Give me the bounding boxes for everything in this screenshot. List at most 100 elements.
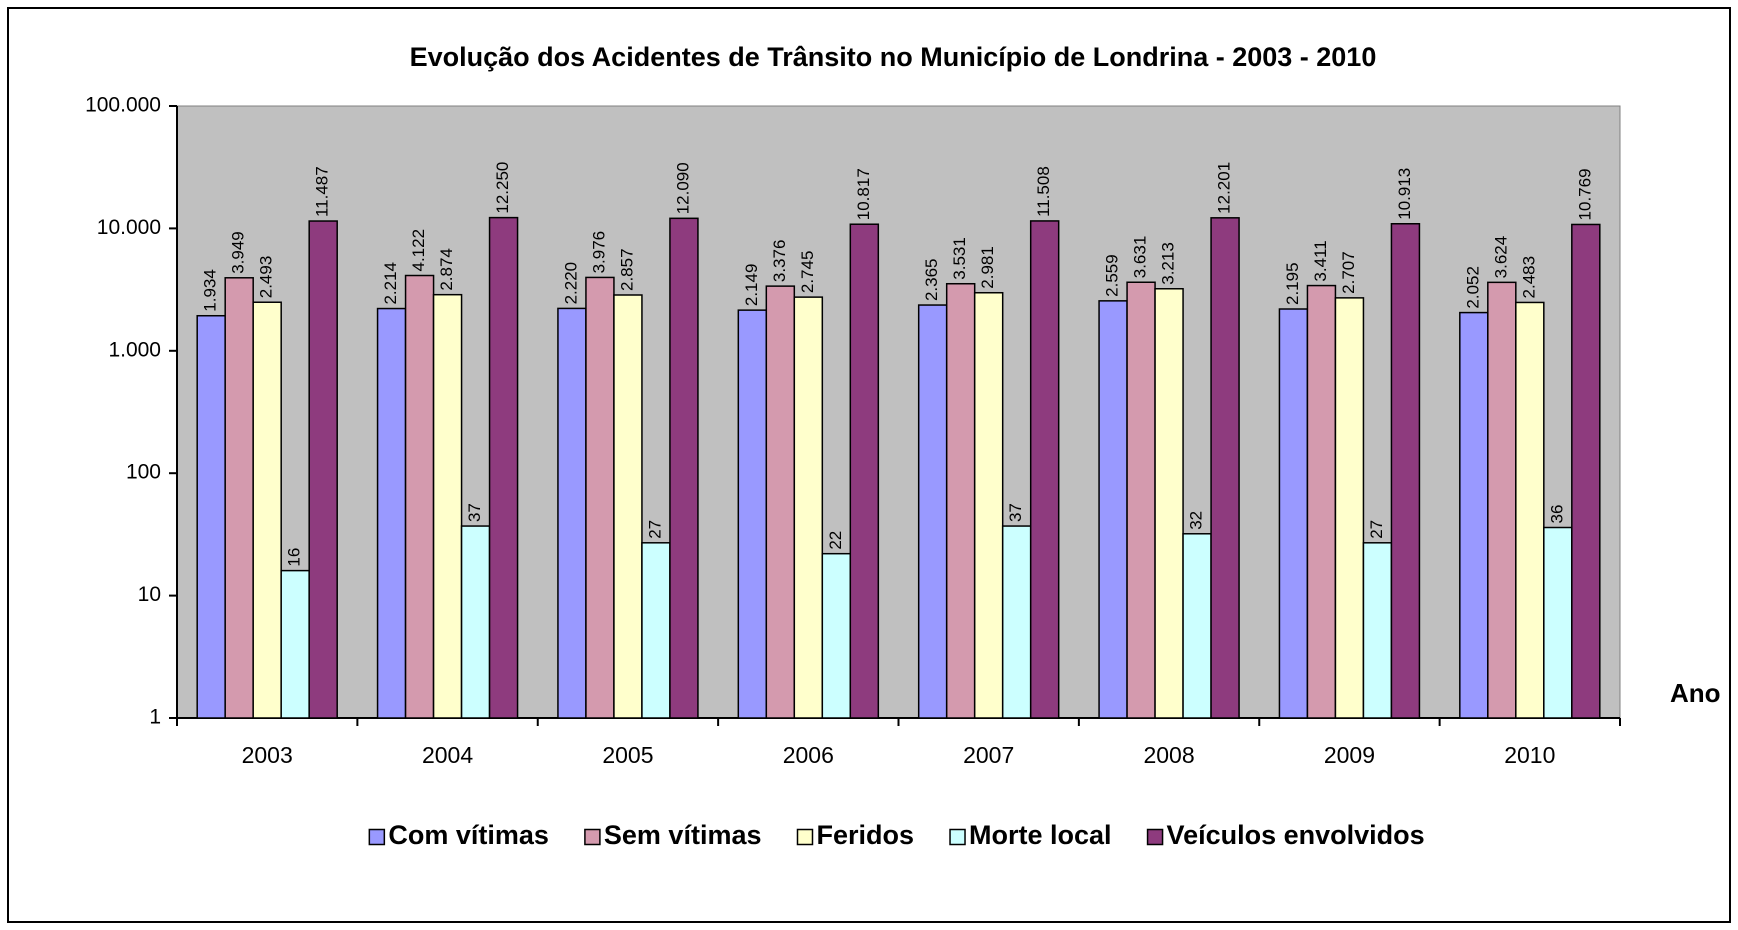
bar <box>1098 300 1128 719</box>
bar <box>669 217 699 719</box>
bar <box>821 552 852 719</box>
data-label: 2.052 <box>1463 266 1482 309</box>
bar <box>1001 525 1032 719</box>
bar <box>849 223 880 719</box>
data-label: 2.745 <box>798 251 817 294</box>
data-label: 2.857 <box>617 248 636 291</box>
data-label: 2.365 <box>922 258 941 301</box>
bar <box>488 216 519 719</box>
bar <box>1487 281 1517 719</box>
bar <box>224 277 254 719</box>
bar <box>737 309 768 719</box>
data-label: 22 <box>826 531 845 550</box>
bar <box>557 307 587 719</box>
data-label: 32 <box>1187 511 1206 530</box>
bar <box>432 293 463 719</box>
data-label: 27 <box>645 520 664 539</box>
data-label: 3.411 <box>1311 240 1330 281</box>
bar <box>945 282 976 719</box>
data-label: 2.493 <box>257 256 276 299</box>
legend-label: Sem vítimas <box>604 820 762 850</box>
bar <box>765 285 796 719</box>
data-label: 2.149 <box>742 264 761 307</box>
x-tick-label: 2004 <box>422 742 473 768</box>
bar <box>1306 284 1337 719</box>
bar <box>1182 533 1212 719</box>
data-label: 2.195 <box>1283 262 1302 305</box>
y-tick-label: 10 <box>138 583 161 606</box>
data-label: 2.483 <box>1519 256 1538 299</box>
x-tick-label: 2006 <box>783 742 834 768</box>
data-label: 12.090 <box>673 162 692 214</box>
bar <box>404 274 435 719</box>
bar <box>1029 220 1060 719</box>
data-label: 3.531 <box>950 237 969 280</box>
legend-label: Com vítimas <box>388 820 549 850</box>
y-tick-label: 100 <box>126 461 161 484</box>
data-label: 3.624 <box>1491 236 1510 279</box>
data-label: 27 <box>1367 520 1386 539</box>
data-label: 2.214 <box>381 262 400 305</box>
bar <box>252 301 282 719</box>
data-label: 36 <box>1547 505 1566 524</box>
x-axis-label: Ano <box>1670 678 1721 708</box>
x-tick-label: 2010 <box>1504 742 1555 768</box>
data-label: 3.949 <box>229 231 248 274</box>
bar <box>1126 281 1156 719</box>
legend-swatch <box>1146 828 1164 846</box>
data-label: 10.817 <box>854 168 873 220</box>
bar <box>376 307 407 719</box>
x-tick-label: 2009 <box>1324 742 1375 768</box>
data-label: 11.508 <box>1034 166 1053 217</box>
legend-label: Feridos <box>816 820 914 850</box>
bar <box>917 304 948 719</box>
y-tick-label: 1.000 <box>108 338 161 361</box>
data-label: 1.934 <box>201 269 220 312</box>
bar <box>585 276 615 719</box>
bar <box>1210 217 1240 719</box>
x-tick-label: 2007 <box>963 742 1014 768</box>
bar <box>1515 301 1545 719</box>
y-tick-label: 1 <box>149 706 161 729</box>
data-label: 12.201 <box>1215 162 1234 214</box>
bar <box>280 569 310 719</box>
legend-label: Morte local <box>969 820 1112 850</box>
bar <box>793 296 824 719</box>
x-tick-label: 2008 <box>1143 742 1194 768</box>
data-label: 2.874 <box>437 248 456 291</box>
x-tick-label: 2003 <box>242 742 293 768</box>
legend: Com vítimas Sem vítimas Feridos Morte local… <box>368 820 1425 850</box>
data-label: 3.631 <box>1131 236 1150 279</box>
data-label: 3.213 <box>1159 242 1178 285</box>
bar <box>1571 223 1601 719</box>
legend-label: Veículos envolvidos <box>1167 820 1425 850</box>
data-label: 10.769 <box>1575 168 1594 220</box>
data-label: 11.487 <box>313 166 332 217</box>
bar <box>973 291 1004 719</box>
legend-swatch <box>796 828 814 846</box>
bar <box>1334 297 1365 719</box>
data-label: 4.122 <box>409 229 428 272</box>
bar <box>1362 542 1393 719</box>
bar <box>613 294 643 719</box>
data-label: 3.976 <box>589 231 608 274</box>
data-label: 12.250 <box>493 162 512 214</box>
bar <box>308 220 338 719</box>
chart-title: Evolução dos Acidentes de Trânsito no Mu… <box>410 42 1377 72</box>
y-tick-label: 100.000 <box>85 94 161 117</box>
bar <box>641 542 671 719</box>
bar <box>1278 308 1309 719</box>
bar <box>1390 223 1421 719</box>
legend-swatch <box>949 828 966 846</box>
legend-swatch <box>584 828 601 846</box>
y-tick-label: 10.000 <box>97 216 161 239</box>
bar <box>1543 526 1573 719</box>
bar <box>196 314 226 719</box>
data-label: 2.559 <box>1103 254 1122 297</box>
data-label: 10.913 <box>1395 168 1414 220</box>
x-tick-label: 2005 <box>602 742 653 768</box>
data-label: 37 <box>465 503 484 522</box>
bar <box>460 525 491 719</box>
data-label: 37 <box>1006 503 1025 522</box>
